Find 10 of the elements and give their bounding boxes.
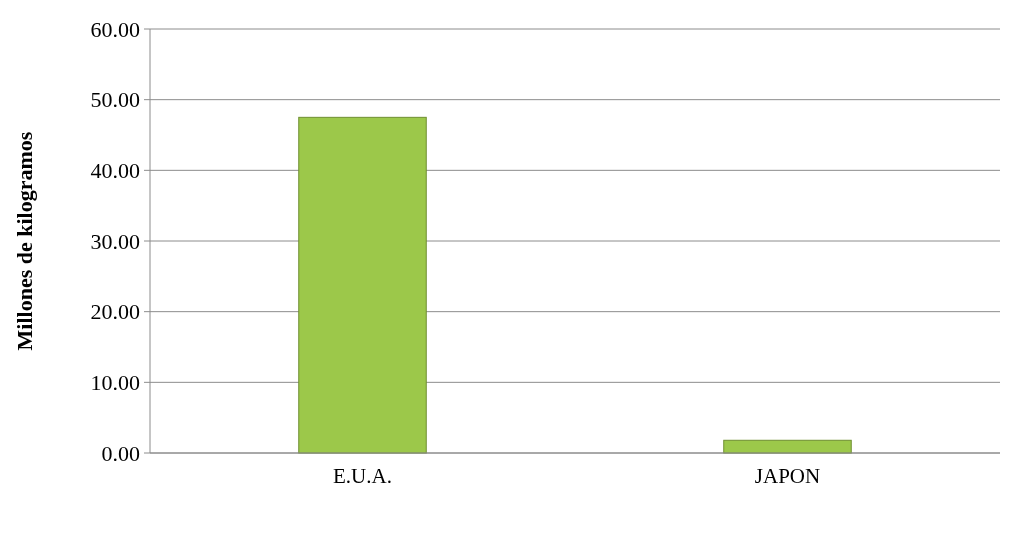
y-tick-label: 60.00 [90, 16, 140, 42]
y-tick-label: 30.00 [90, 228, 140, 254]
y-tick-label: 50.00 [90, 87, 140, 113]
y-axis-title: Millones de kilogramos [12, 131, 37, 351]
y-tick-label: 40.00 [90, 158, 140, 184]
y-tick-label: 10.00 [90, 370, 140, 396]
x-tick-label: JAPON [754, 464, 821, 488]
y-tick-label: 20.00 [90, 299, 140, 325]
y-tick-label: 0.00 [101, 440, 140, 466]
x-tick-label: E.U.A. [333, 464, 392, 488]
